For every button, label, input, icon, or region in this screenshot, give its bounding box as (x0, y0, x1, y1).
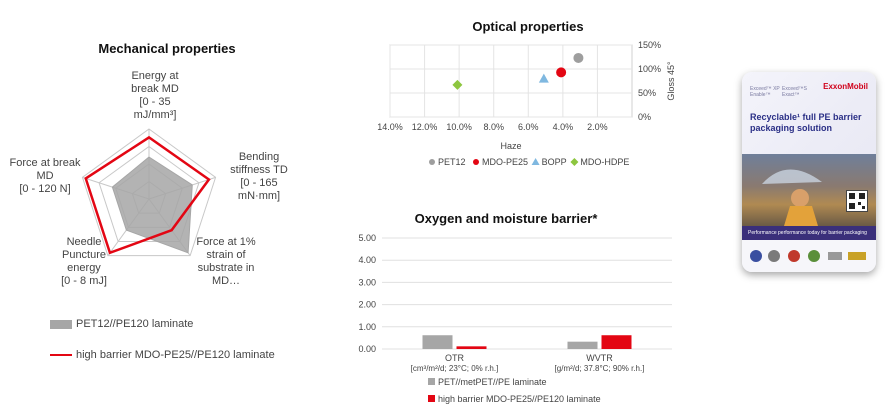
scatter-legend-pet12-marker (429, 159, 435, 165)
radar-axis-label-force-at-break: Force at break MD [0 - 120 N] (9, 157, 81, 195)
bar-legend-label: high barrier MDO-PE25//PE120 laminate (438, 394, 601, 404)
radar-axis-label-force-at-1pct: Force at 1% strain of substrate in MD… (196, 236, 256, 287)
scatter-y-tick: 50% (638, 88, 656, 98)
scatter-chart: 14.0% 12.0% 10.0% 8.0% 6.0% 4.0% 2.0% 0% 50% 100%… (377, 40, 676, 167)
radar-axis-label-needle-puncture: Needle Puncture energy [0 - 8 mJ] (61, 236, 107, 287)
scatter-x-tick: 4.0% (553, 122, 574, 132)
scatter-point-mdo-hdpe (452, 79, 463, 90)
bar-chart: 0.00 1.00 2.00 3.00 4.00 5.00 OTR[cm³/m²/d; 23… (358, 233, 672, 404)
mechanical-properties-panel: Mechanical properties Energy at break MD[… (0, 0, 330, 412)
bar-y-tick: 0.00 (358, 344, 376, 354)
qr-code-icon (846, 190, 868, 212)
scatter-x-tick: 2.0% (587, 122, 608, 132)
scatter-y-tick: 0% (638, 112, 651, 122)
scatter-x-tick: 12.0% (412, 122, 438, 132)
scatter-x-tick: 6.0% (518, 122, 539, 132)
barrier-title: Oxygen and moisture barrier* (414, 211, 598, 226)
scatter-x-label: Haze (500, 141, 521, 151)
radar-grid-ring (98, 145, 200, 242)
bar-legend-swatch (428, 378, 435, 385)
bar-y-tick: 3.00 (358, 277, 376, 287)
radar-chart (81, 128, 217, 257)
scatter-legend-mdo-pe25-marker (473, 159, 479, 165)
legend-swatch-red-line (50, 354, 72, 356)
bar-y-tick: 1.00 (358, 322, 376, 332)
bag-partner-logos (742, 240, 876, 272)
radar-axis-label-bending-stiffness: Bending stiffness TD [0 - 165 mN·mm] (230, 151, 288, 202)
scatter-legend-mdo-hdpe-marker (570, 158, 579, 166)
optical-title: Optical properties (472, 19, 584, 34)
scatter-y-tick: 150% (638, 40, 661, 50)
radar-series-mdo-pe25 (84, 135, 211, 255)
legend-swatch-grey (50, 319, 72, 329)
bar-category-unit: [g/m²/d; 37.8°C; 90% r.h.] (555, 364, 645, 373)
scatter-plot-area (389, 44, 633, 118)
scatter-legend-pet12-label: PET12 (438, 157, 466, 167)
bar-category-unit: [cm³/m²/d; 23°C; 0% r.h.] (411, 364, 499, 373)
product-bag-image: Exceed™ XP Enable™ Exceed™S Exact™ ExxonMo… (742, 72, 876, 272)
bar-y-tick: 2.00 (358, 300, 376, 310)
scatter-legend-mdo-hdpe-label: MDO-HDPE (580, 157, 629, 167)
bar-category-label: OTR (445, 353, 464, 363)
bar-wvtr-mdo-pe25 (601, 335, 632, 349)
bar-legend-swatch (428, 395, 435, 402)
scatter-legend-bopp-label: BOPP (542, 157, 567, 167)
bag-tag-mid: Exceed™S Exact™ (782, 86, 808, 98)
scatter-point-pet12 (573, 52, 584, 63)
bar-otr-pet (422, 335, 453, 349)
scatter-x-tick: 8.0% (483, 122, 504, 132)
bar-wvtr-pet (567, 341, 598, 349)
bar-y-tick: 4.00 (358, 255, 376, 265)
radar-grid-ring (81, 128, 217, 257)
bag-tag-left: Exceed™ XP Enable™ (750, 86, 780, 98)
scatter-y-label: Gloss 45° (666, 61, 676, 101)
optical-properties-panel: Optical properties 14.0% 12.0% 10.0% 8.0% 6.… (360, 0, 690, 190)
barrier-panel: Oxygen and moisture barrier* 0.00 1.00 2.0… (340, 200, 680, 412)
radar-legend-item-pet12: PET12//PE120 laminate (50, 318, 193, 330)
bag-headline: Recyclable¹ full PE barrier packaging so… (750, 112, 862, 133)
scatter-legend-mdo-pe25-label: MDO-PE25 (482, 157, 528, 167)
scatter-x-tick: 14.0% (377, 122, 403, 132)
scatter-y-tick: 100% (638, 64, 661, 74)
bar-y-tick: 5.00 (358, 233, 376, 243)
mechanical-title: Mechanical properties (98, 41, 236, 56)
scatter-x-tick: 10.0% (446, 122, 472, 132)
scatter-point-mdo-pe25 (556, 67, 567, 78)
bar-legend-label: PET//metPET//PE laminate (438, 377, 547, 387)
bag-stripe: Performance performance today for barrie… (742, 226, 876, 240)
radar-legend-item-mdo: high barrier MDO-PE25//PE120 laminate (50, 349, 275, 361)
radar-axis-label-energy-at-break: Energy at break MD [0 - 35 mJ/mm³] (131, 70, 179, 121)
bar-otr-mdo-pe25 (456, 346, 487, 349)
bag-brand-logo: ExxonMobil (823, 82, 868, 91)
scatter-legend-bopp-marker (531, 158, 540, 165)
scatter-point-bopp (538, 73, 549, 83)
bar-category-label: WVTR (586, 353, 613, 363)
